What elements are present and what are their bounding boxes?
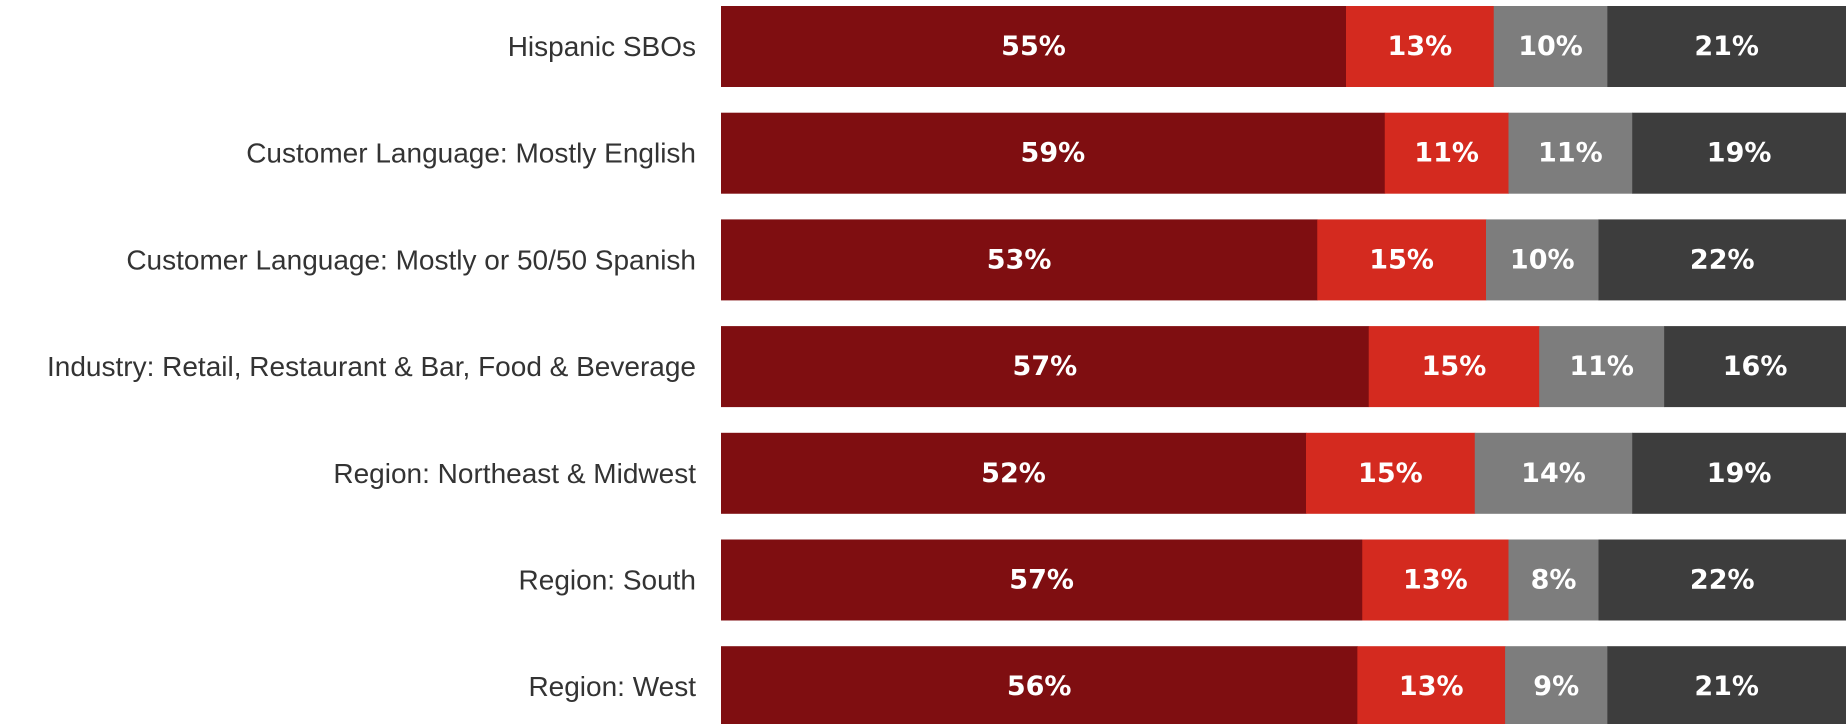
data-label: 15% <box>1358 458 1423 489</box>
bar-segment <box>1362 539 1509 621</box>
data-label: 9% <box>1533 671 1579 702</box>
bar-segment <box>721 539 1363 621</box>
bar-segment <box>1664 326 1846 408</box>
bar-segment <box>1539 326 1665 408</box>
data-label: 21% <box>1694 671 1759 702</box>
bar-segment <box>1607 646 1846 724</box>
bar-segment <box>721 432 1307 514</box>
data-label: 55% <box>1001 31 1066 62</box>
bar-segment <box>721 326 1370 408</box>
data-label: 22% <box>1690 244 1755 275</box>
data-label: 59% <box>1021 138 1086 169</box>
category-label: Region: South <box>519 565 696 596</box>
data-label: 10% <box>1510 244 1575 275</box>
category-label: Customer Language: Mostly or 50/50 Spani… <box>126 244 696 275</box>
data-label: 56% <box>1007 671 1072 702</box>
data-label: 57% <box>1013 351 1078 382</box>
bar-segment <box>1598 219 1846 301</box>
data-label: 15% <box>1422 351 1487 382</box>
bar-segment <box>1505 646 1608 724</box>
bar-segment <box>1632 432 1846 514</box>
bar-segment <box>1474 432 1633 514</box>
category-label: Region: West <box>528 671 696 702</box>
bar-segment <box>1493 6 1608 87</box>
data-label: 13% <box>1399 671 1464 702</box>
data-label: 57% <box>1009 565 1074 596</box>
data-label: 53% <box>987 244 1052 275</box>
bar-segment <box>1357 646 1506 724</box>
bar-segment <box>721 112 1386 194</box>
data-label: 10% <box>1518 31 1583 62</box>
bars: 55% 13% 10% 21% 59% 11% 11% 19% 53% 15% 10% 22% 57% 1… <box>721 6 1846 724</box>
bar-segment <box>1508 539 1599 621</box>
data-label: 21% <box>1694 31 1759 62</box>
bar-segment <box>1384 112 1509 194</box>
data-label: 52% <box>981 458 1046 489</box>
bar-segment <box>1632 112 1846 194</box>
data-label: 14% <box>1521 458 1586 489</box>
category-label: Industry: Retail, Restaurant & Bar, Food… <box>47 351 696 382</box>
data-label: 19% <box>1707 458 1772 489</box>
category-labels: Hispanic SBOs Customer Language: Mostly E… <box>47 31 696 702</box>
bar-segment <box>1317 219 1487 301</box>
data-label: 11% <box>1538 138 1603 169</box>
category-label: Region: Northeast & Midwest <box>333 458 696 489</box>
data-label: 11% <box>1414 138 1479 169</box>
bar-segment <box>721 219 1318 301</box>
bar-segment <box>1598 539 1846 621</box>
data-label: 13% <box>1403 565 1468 596</box>
data-label: 13% <box>1388 31 1453 62</box>
data-label: 16% <box>1723 351 1788 382</box>
category-label: Customer Language: Mostly English <box>246 138 696 169</box>
category-label: Hispanic SBOs <box>508 31 696 62</box>
bar-segment <box>1346 6 1495 87</box>
bar-segment <box>721 646 1358 724</box>
data-label: 15% <box>1369 244 1434 275</box>
bar-segment <box>1306 432 1476 514</box>
bar-segment <box>721 6 1347 87</box>
bar-segment <box>1486 219 1599 301</box>
bar-segment <box>1368 326 1540 408</box>
data-label: 8% <box>1531 565 1577 596</box>
data-label: 22% <box>1690 565 1755 596</box>
bar-segment <box>1508 112 1633 194</box>
data-label: 11% <box>1569 351 1634 382</box>
bar-segment <box>1607 6 1846 87</box>
data-label: 19% <box>1707 138 1772 169</box>
